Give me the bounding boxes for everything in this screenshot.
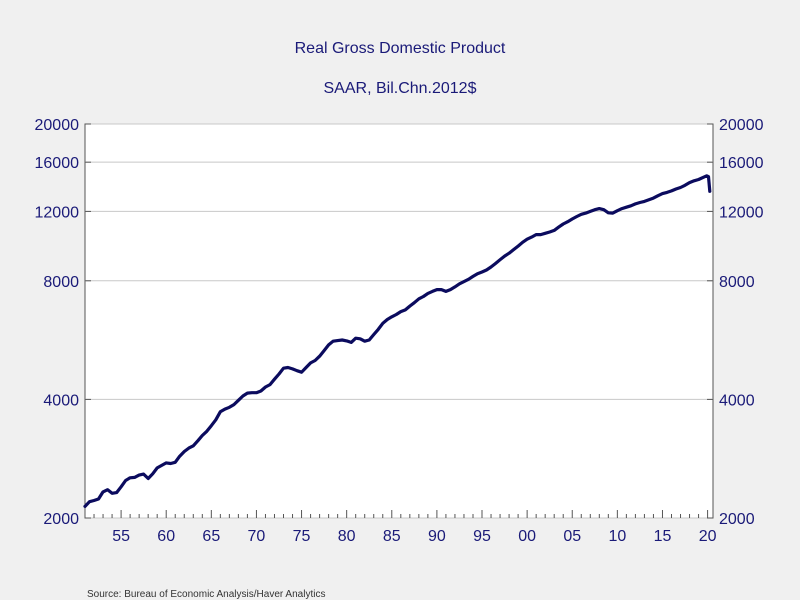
x-tick-label: 15 — [654, 528, 672, 545]
x-tick-label: 20 — [699, 528, 717, 545]
x-tick-label: 00 — [518, 528, 536, 545]
series-line-0 — [83, 174, 712, 508]
y-tick-label-left: 8000 — [43, 274, 79, 291]
source-note: Source: Bureau of Economic Analysis/Have… — [87, 589, 325, 600]
y-tick-label-left: 20000 — [35, 117, 80, 134]
x-tick-label: 60 — [157, 528, 175, 545]
y-tick-label-right: 20000 — [719, 117, 764, 134]
y-tick-label-right: 12000 — [719, 204, 764, 221]
x-tick-label: 80 — [338, 528, 356, 545]
x-tick-label: 05 — [563, 528, 581, 545]
y-tick-label-right: 16000 — [719, 155, 764, 172]
y-axis: 2000 2000 4000 4000 8000 8000 12000 12000 16000 1… — [35, 117, 764, 528]
x-tick-label: 90 — [428, 528, 446, 545]
x-tick-label: 65 — [202, 528, 220, 545]
x-tick-label: 70 — [248, 528, 266, 545]
y-tick-label-left: 4000 — [43, 392, 79, 409]
x-axis: 55 60 65 70 75 80 85 90 95 00 05 10 15 20 — [84, 510, 717, 545]
y-tick-label-right: 2000 — [719, 511, 755, 528]
x-tick-label: 85 — [383, 528, 401, 545]
y-tick-label-right: 4000 — [719, 392, 755, 409]
y-tick-label-left: 16000 — [35, 155, 80, 172]
x-tick-label: 55 — [112, 528, 130, 545]
chart-subtitle: SAAR, Bil.Chn.2012$ — [324, 80, 477, 97]
y-tick-label-left: 2000 — [43, 511, 79, 528]
x-tick-label: 10 — [608, 528, 626, 545]
x-tick-label: 95 — [473, 528, 491, 545]
x-tick-label: 75 — [293, 528, 311, 545]
y-tick-label-right: 8000 — [719, 274, 755, 291]
y-tick-label-left: 12000 — [35, 204, 80, 221]
series-group — [83, 174, 712, 508]
plot-area — [84, 123, 714, 519]
chart-title: Real Gross Domestic Product — [295, 40, 506, 57]
